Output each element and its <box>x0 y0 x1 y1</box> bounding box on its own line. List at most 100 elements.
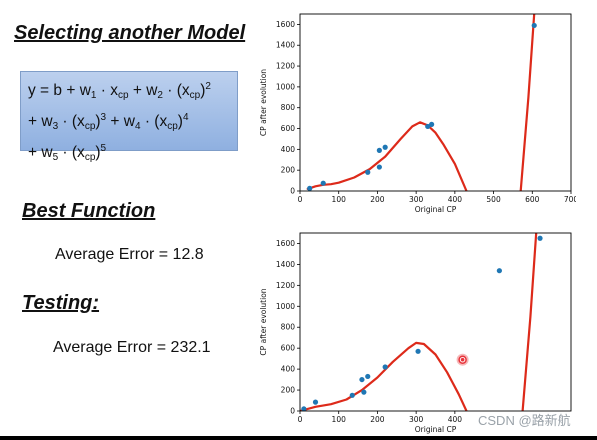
best-average-error: Average Error = 12.8 <box>55 246 204 263</box>
formula-text: · (x <box>58 144 85 161</box>
formula-sup: 3 <box>100 112 107 123</box>
data-point <box>359 376 365 383</box>
plot-frame <box>299 13 572 192</box>
x-tick-label: 100 <box>332 415 347 424</box>
data-point <box>365 169 371 175</box>
plot-frame <box>299 232 572 412</box>
data-point <box>320 180 326 186</box>
y-tick-label: 1600 <box>276 239 295 248</box>
y-axis-label: CP after evolution <box>259 288 268 355</box>
formula-text: ) <box>177 113 183 130</box>
watermark: CSDN @路新航 <box>478 413 571 428</box>
training-chart: 0 100 200 300 400 500 600 700 0 200 400 600 800 1000 1… <box>259 13 576 214</box>
y-tick-label: 600 <box>281 124 296 133</box>
y-tick-label: 400 <box>281 365 296 374</box>
data-point <box>496 268 502 274</box>
data-point <box>429 121 435 127</box>
data-point <box>425 123 431 130</box>
heading-testing: Testing: <box>22 292 100 314</box>
data-point <box>531 22 537 29</box>
y-tick-label: 1000 <box>276 82 295 91</box>
y-tick-label: 200 <box>281 166 296 175</box>
formula-text: + w <box>28 144 53 161</box>
x-tick-label: 0 <box>298 195 303 204</box>
y-tick-label: 1000 <box>276 302 295 311</box>
x-tick-label: 600 <box>525 195 540 204</box>
fit-curve <box>306 121 468 191</box>
data-point <box>365 373 371 380</box>
formula-text: + w <box>106 113 135 130</box>
formula-sub: cp <box>84 121 96 132</box>
data-point <box>537 235 543 241</box>
x-tick-label: 300 <box>409 415 424 424</box>
x-tick-label: 100 <box>332 195 347 204</box>
y-tick-label: 1400 <box>276 260 295 269</box>
y-axis-label: CP after evolution <box>259 69 268 136</box>
fit-curve-right-branch <box>519 14 536 191</box>
x-tick-label: 200 <box>370 195 385 204</box>
formula-sub: 5 <box>52 152 59 163</box>
formula-box: y = b + w1 · xcp + w2 · (xcp)2 + w3 · (x… <box>20 71 238 163</box>
y-tick-label: 800 <box>281 103 296 112</box>
data-point <box>312 399 319 405</box>
y-tick-label: 1200 <box>276 281 295 290</box>
x-tick-label: 400 <box>448 415 463 424</box>
formula-text: ) <box>200 82 206 99</box>
data-point <box>382 144 388 150</box>
fit-curve <box>300 341 468 411</box>
x-tick-label: 0 <box>298 415 303 424</box>
formula-sub: cp <box>189 90 201 101</box>
formula-sub: 2 <box>157 90 163 101</box>
formula-sub: cp <box>84 152 96 163</box>
data-point <box>307 185 313 191</box>
y-tick-label: 600 <box>281 344 296 353</box>
formula-sup: 5 <box>100 143 107 154</box>
y-tick-label: 1600 <box>276 20 295 29</box>
formula-text: · x <box>96 82 118 99</box>
y-tick-label: 0 <box>290 407 295 416</box>
data-point <box>382 364 388 370</box>
data-point <box>361 389 367 395</box>
formula-sub: cp <box>118 90 129 101</box>
formula-line-3: + w5 · (xcp)5 <box>28 138 237 169</box>
formula-text: y = b + w <box>28 82 91 99</box>
data-point <box>376 164 382 170</box>
testing-chart: 0 100 200 300 400 0 200 400 600 800 1000 1200 1400 16… <box>259 232 572 434</box>
heading-best-function: Best Function <box>22 200 156 222</box>
heading-selecting-model: Selecting another Model <box>14 22 246 44</box>
formula-text: + w <box>128 82 158 99</box>
y-tick-label: 1400 <box>276 41 295 50</box>
x-axis-label: Original CP <box>415 425 457 434</box>
y-tick-label: 400 <box>281 145 296 154</box>
bottom-border <box>0 436 597 440</box>
formula-text: + w <box>28 113 53 130</box>
data-point <box>415 348 421 354</box>
x-tick-label: 300 <box>409 195 424 204</box>
x-tick-label: 200 <box>370 415 385 424</box>
formula-sub: 1 <box>90 90 97 101</box>
test-average-error: Average Error = 232.1 <box>53 339 211 356</box>
y-tick-label: 0 <box>290 187 295 196</box>
x-axis-label: Original CP <box>415 205 457 214</box>
data-point <box>349 392 355 398</box>
formula-text: · (x <box>162 82 190 99</box>
formula-sup: 4 <box>182 112 189 123</box>
y-tick-label: 800 <box>281 323 296 332</box>
fit-curve-right-branch <box>521 233 538 411</box>
y-tick-label: 200 <box>281 386 296 395</box>
data-point <box>301 406 307 411</box>
y-tick-label: 1200 <box>276 62 295 71</box>
formula-sup: 2 <box>205 81 211 92</box>
x-tick-label: 700 <box>564 195 576 204</box>
formula-text: ) <box>95 144 101 161</box>
formula-line-2: + w3 · (xcp)3 + w4 · (xcp)4 <box>28 107 237 138</box>
formula-text: ) <box>95 113 101 130</box>
formula-line-1: y = b + w1 · xcp + w2 · (xcp)2 <box>28 76 237 107</box>
plot-area <box>306 14 537 191</box>
formula-sub: cp <box>167 121 178 132</box>
formula-sub: 4 <box>134 121 141 132</box>
highlight-point <box>460 357 465 362</box>
formula-text: · (x <box>58 113 85 130</box>
formula-sub: 3 <box>52 121 59 132</box>
plot-area <box>300 233 543 411</box>
